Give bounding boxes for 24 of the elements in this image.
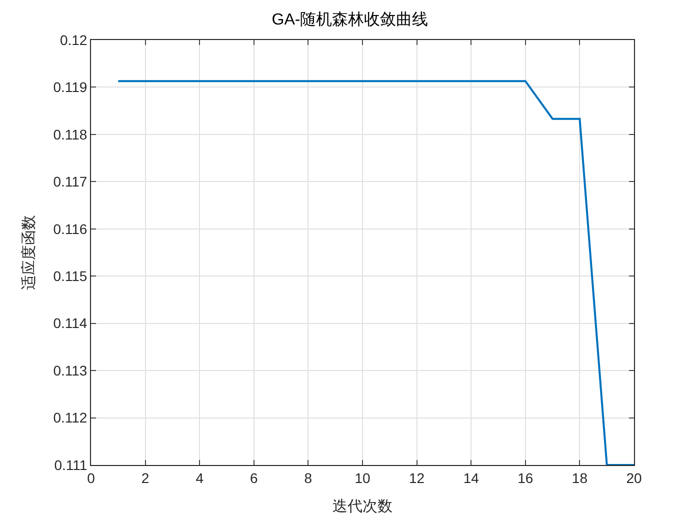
y-tick-label: 0.12 — [60, 32, 88, 48]
x-tick-label: 0 — [87, 470, 96, 486]
y-axis-title: 适应度函数 — [20, 215, 38, 290]
y-tick-label: 0.119 — [53, 79, 88, 96]
x-tick-label: 6 — [250, 470, 258, 486]
y-tick-label: 0.117 — [53, 174, 88, 190]
y-tick-label: 0.111 — [54, 456, 88, 473]
y-tick-label: 0.113 — [53, 362, 88, 378]
x-tick-label: 12 — [409, 470, 425, 486]
x-tick-label: 14 — [463, 470, 480, 486]
x-tick-label: 10 — [354, 470, 370, 486]
x-tick-label: 16 — [518, 470, 534, 486]
y-tick-label: 0.115 — [53, 268, 88, 284]
y-tick-label: 0.118 — [53, 126, 88, 142]
x-tick-label: 4 — [196, 470, 204, 486]
y-tick-label: 0.116 — [53, 220, 88, 237]
x-tick-label: 18 — [572, 470, 588, 486]
y-tick-label: 0.112 — [53, 410, 88, 426]
x-tick-label: 8 — [304, 470, 312, 486]
x-tick-label: 20 — [626, 470, 642, 486]
x-tick-label: 2 — [141, 470, 150, 486]
x-axis-title: 迭代次数 — [332, 498, 392, 515]
chart-title: GA-随机森林收敛曲线 — [272, 10, 428, 28]
y-tick-label: 0.114 — [53, 315, 88, 332]
